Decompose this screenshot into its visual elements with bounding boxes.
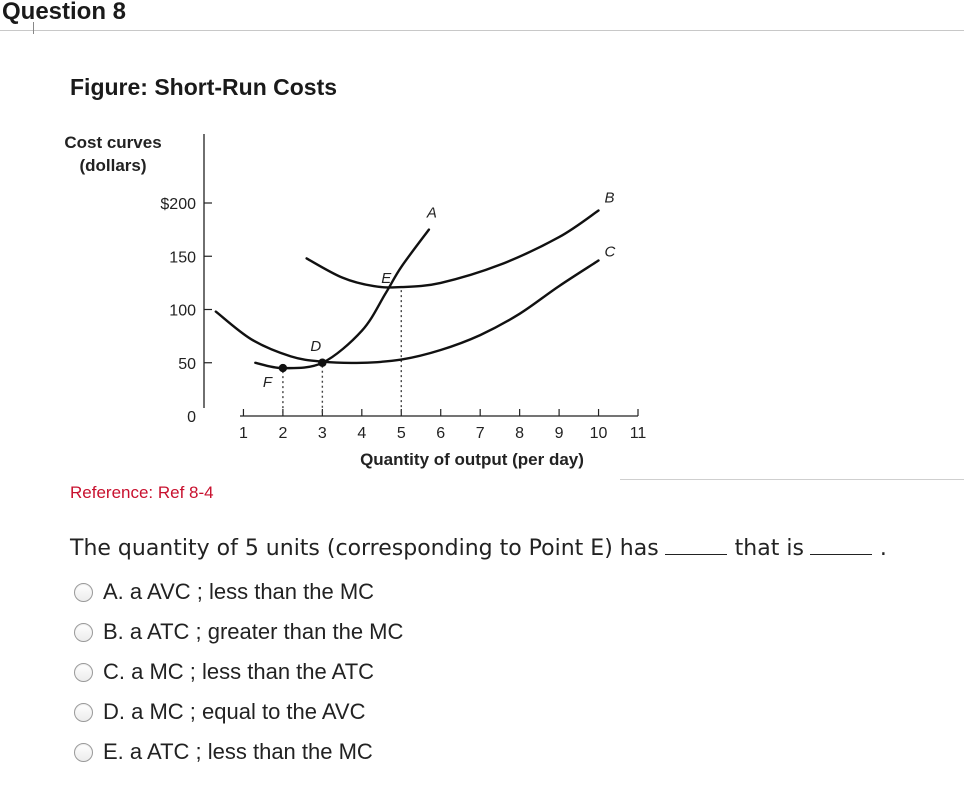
question-title: Question 8 [2,0,127,25]
x-tick-label-8: 8 [515,425,524,442]
option-c-label: C. a MC ; less than the ATC [103,659,375,684]
y-tick-label-1: 50 [178,356,196,373]
atc-curve [305,209,600,289]
x-tick-label-3: 3 [318,425,327,442]
answer-options: A. a AVC ; less than the MC B. a ATC ; g… [74,572,403,772]
x-tick-label-1: 1 [239,425,248,442]
y-tick-label-3: 150 [169,249,196,266]
option-d-radio[interactable] [74,702,93,722]
prompt-text-1: The quantity of 5 units (corresponding t… [70,536,659,561]
y-axis-label-line1: Cost curves [64,133,161,152]
option-c-radio[interactable] [74,662,93,682]
y-axis-label-line2: (dollars) [79,156,146,175]
prompt-text-2: that is [734,536,804,561]
figure-title: Figure: Short-Run Costs [70,74,338,100]
option-d[interactable]: D. a MC ; equal to the AVC [74,692,403,732]
option-e-radio[interactable] [74,742,93,762]
x-tick-label-2: 2 [278,425,287,442]
x-tick-label-6: 6 [436,425,445,442]
option-b-label: B. a ATC ; greater than the MC [103,619,404,644]
option-b-radio[interactable] [74,622,93,642]
option-c[interactable]: C. a MC ; less than the ATC [74,652,403,692]
y-tick-label-2: 100 [169,303,196,320]
question-header: Question 8 [0,0,964,34]
header-divider-tick [33,22,34,34]
option-e[interactable]: E. a ATC ; less than the MC [74,732,403,772]
y-tick-label-0: 0 [187,409,196,426]
avc-curve [214,259,600,365]
question-prompt: The quantity of 5 units (corresponding t… [70,536,960,561]
mc-curve [254,228,431,370]
x-tick-label-10: 10 [590,425,608,442]
point-d-label: D [310,338,321,355]
option-a-radio[interactable] [74,582,93,602]
section-divider [620,479,964,480]
x-tick-label-5: 5 [397,425,406,442]
x-tick-label-11: 11 [630,425,647,442]
option-a[interactable]: A. a AVC ; less than the MC [74,572,403,612]
point-f-label: F [263,374,273,391]
prompt-text-end: . [879,536,887,561]
answer-blank-1 [664,553,727,555]
option-d-label: D. a MC ; equal to the AVC [103,699,366,724]
point-e-label: E [381,270,392,287]
answer-blank-2 [809,553,872,555]
point-f-marker [278,363,288,373]
point-a-label: A [426,205,437,222]
option-b[interactable]: B. a ATC ; greater than the MC [74,612,403,652]
x-tick-label-9: 9 [555,425,564,442]
point-d-marker [318,358,327,367]
x-axis-label: Quantity of output (per day) [360,450,584,469]
x-tick-label-4: 4 [357,425,366,442]
reference-link[interactable]: Reference: Ref 8-4 [70,483,214,502]
x-tick-label-7: 7 [476,425,485,442]
cost-curves-chart: Cost curves (dollars) 0 50 100 150 $200 1 2 3 4 5 6 7… [64,133,647,469]
y-tick-label-4: $200 [160,196,196,213]
point-c-label: C [605,244,616,261]
option-e-label: E. a ATC ; less than the MC [103,739,373,764]
point-b-label: B [605,189,615,206]
option-a-label: A. a AVC ; less than the MC [103,579,375,604]
